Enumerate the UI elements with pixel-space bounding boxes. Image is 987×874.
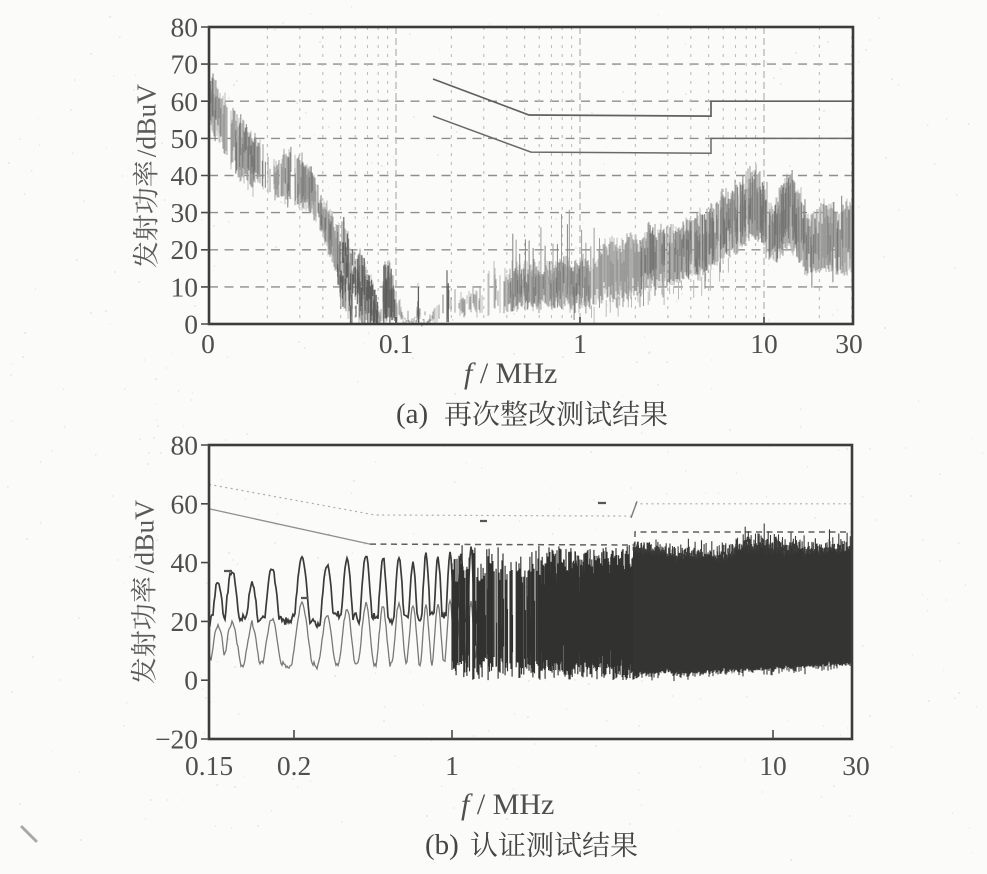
svg-text:80: 80 [171,430,199,461]
svg-text:f / MHz: f / MHz [464,357,557,390]
svg-text:0.2: 0.2 [277,750,311,781]
svg-text:0: 0 [201,328,215,359]
svg-text:10: 10 [171,271,199,302]
svg-text:70: 70 [171,49,199,80]
svg-text:40: 40 [171,160,199,191]
svg-text:30: 30 [842,750,870,781]
svg-text:0.15: 0.15 [185,750,233,781]
svg-text:30: 30 [835,328,863,359]
svg-text:10: 10 [759,750,787,781]
svg-text:60: 60 [171,488,199,519]
svg-text:/dBuV: /dBuV [131,84,162,157]
svg-text:f / MHz: f / MHz [461,788,554,821]
svg-text:40: 40 [171,547,199,578]
svg-text:0.1: 0.1 [379,328,413,359]
svg-text:0: 0 [184,665,198,696]
svg-text:(b): (b) [425,829,459,861]
svg-text:20: 20 [171,234,199,265]
svg-text:10: 10 [750,328,778,359]
svg-text:1: 1 [445,750,459,781]
svg-text:−20: −20 [155,724,198,755]
svg-text:80: 80 [171,12,199,43]
svg-text:0: 0 [184,309,198,340]
svg-text:1: 1 [573,328,587,359]
svg-text:50: 50 [171,123,199,154]
svg-text:(a): (a) [396,398,428,430]
svg-text:20: 20 [171,606,199,637]
svg-text:60: 60 [171,86,199,117]
svg-text:30: 30 [171,197,199,228]
svg-text:/dBuV: /dBuV [129,500,160,573]
